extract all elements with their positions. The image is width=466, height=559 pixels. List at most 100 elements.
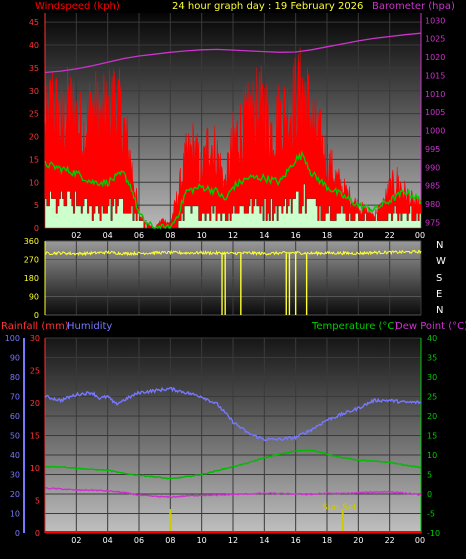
wind-tick-label: 25 — [29, 110, 39, 119]
wind-x-tick-label: 10 — [197, 231, 207, 240]
barometer-tick-label: 1000 — [425, 127, 445, 136]
wind-tick-label: 20 — [29, 133, 39, 142]
wind-x-tick-label: 20 — [353, 231, 363, 240]
barometer-tick-label: 975 — [425, 218, 440, 227]
rainfall-tick-label: 0 — [35, 529, 40, 538]
weather-x-tick-label: 14 — [259, 536, 269, 545]
compass-s: S — [436, 273, 443, 284]
barometer-tick-label: 990 — [425, 163, 440, 172]
wind-tick-label: 15 — [29, 155, 39, 164]
rainfall-tick-label: 15 — [30, 432, 40, 441]
barometer-tick-label: 1010 — [425, 90, 445, 99]
wind-tick-label: 0 — [34, 224, 39, 233]
barometer-axis-title: Barometer (hpa) — [372, 1, 455, 12]
wind-x-tick-label: 14 — [259, 231, 269, 240]
humidity-tick-label: 30 — [10, 471, 20, 480]
dewpoint-axis-title: Dew Point (°C) — [395, 321, 466, 332]
wind-tick-label: 5 — [34, 201, 39, 210]
humidity-tick-label: 0 — [15, 529, 20, 538]
humidity-axis-title: Humidity — [67, 321, 113, 332]
dewpoint-line — [44, 486, 422, 499]
direction-tick-label: 180 — [24, 274, 39, 283]
barometer-tick-label: 1025 — [425, 35, 445, 44]
direction-tick-label: 0 — [34, 311, 39, 320]
temperature-tick-label: -5 — [427, 510, 435, 519]
wind-x-tick-label: 16 — [291, 231, 301, 240]
humidity-tick-label: 90 — [10, 354, 20, 363]
weather-x-tick-label: 22 — [385, 536, 395, 545]
wind-x-tick-label: 02 — [71, 231, 81, 240]
rainfall-axis-title: Rainfall (mm) — [1, 321, 69, 332]
wind-tick-label: 35 — [29, 64, 39, 73]
weather-x-tick-label: 00 — [415, 536, 425, 545]
temperature-tick-label: 10 — [427, 451, 437, 460]
humidity-tick-label: 20 — [10, 490, 20, 499]
rainfall-tick-label: 30 — [30, 334, 40, 343]
compass-n-bottom: N — [436, 305, 444, 316]
wind-x-tick-label: 18 — [322, 231, 332, 240]
humidity-tick-label: 40 — [10, 451, 20, 460]
wind-tick-label: 45 — [29, 18, 39, 27]
wind-x-tick-label: 22 — [385, 231, 395, 240]
weather-x-tick-label: 12 — [228, 536, 238, 545]
humidity-tick-label: 100 — [5, 334, 20, 343]
humidity-line — [44, 386, 421, 442]
barometer-tick-label: 1015 — [425, 71, 445, 80]
wind-average-line — [44, 150, 422, 230]
barometer-tick-label: 1005 — [425, 108, 445, 117]
barometer-tick-label: 980 — [425, 200, 440, 209]
wind-x-tick-label: 12 — [228, 231, 238, 240]
wind-direction-line — [44, 249, 422, 257]
barometer-tick-label: 985 — [425, 182, 440, 191]
wind-light-area — [44, 183, 422, 229]
temperature-tick-label: 25 — [427, 393, 437, 402]
compass-n-top: N — [436, 240, 444, 251]
temperature-tick-label: -10 — [427, 529, 440, 538]
humidity-tick-label: 10 — [10, 510, 20, 519]
direction-tick-label: 360 — [24, 237, 39, 246]
temperature-tick-label: 30 — [427, 373, 437, 382]
humidity-tick-label: 70 — [10, 393, 20, 402]
temperature-tick-label: 5 — [427, 471, 432, 480]
rainfall-tick-label: 25 — [30, 367, 40, 376]
rainfall-tick-label: 20 — [30, 399, 40, 408]
weather-x-tick-label: 16 — [291, 536, 301, 545]
compass-e: E — [436, 289, 443, 300]
temperature-axis-title: Temperature (°C) — [312, 321, 399, 332]
wind-x-tick-label: 08 — [165, 231, 175, 240]
wind-gust-area — [44, 47, 422, 229]
chart-title: 24 hour graph day : 19 February 2026 — [172, 1, 364, 12]
sunset-label: Sun Set — [322, 503, 357, 513]
direction-tick-label: 90 — [29, 293, 39, 302]
temperature-tick-label: 15 — [427, 432, 437, 441]
barometer-tick-label: 1020 — [425, 53, 445, 62]
humidity-tick-label: 50 — [10, 432, 20, 441]
direction-tick-label: 270 — [24, 256, 39, 265]
temperature-tick-label: 35 — [427, 354, 437, 363]
weather-x-tick-label: 08 — [165, 536, 175, 545]
wind-tick-label: 10 — [29, 178, 39, 187]
weather-x-tick-label: 20 — [353, 536, 363, 545]
rainfall-tick-label: 5 — [35, 497, 40, 506]
compass-w: W — [436, 256, 446, 267]
humidity-tick-label: 60 — [10, 412, 20, 421]
barometer-line — [44, 32, 422, 74]
wind-tick-label: 40 — [29, 41, 39, 50]
weather-x-tick-label: 04 — [103, 536, 113, 545]
weather-x-tick-label: 18 — [322, 536, 332, 545]
wind-x-tick-label: 04 — [103, 231, 113, 240]
temperature-tick-label: 0 — [427, 490, 432, 499]
rainfall-tick-label: 10 — [30, 464, 40, 473]
windspeed-axis-title: Windspeed (kph) — [35, 1, 120, 12]
weather-x-tick-label: 02 — [71, 536, 81, 545]
weather-x-tick-label: 06 — [134, 536, 144, 545]
humidity-tick-label: 80 — [10, 373, 20, 382]
weather-x-tick-label: 10 — [197, 536, 207, 545]
barometer-tick-label: 1030 — [425, 16, 445, 25]
wind-tick-label: 30 — [29, 87, 39, 96]
temperature-tick-label: 20 — [427, 412, 437, 421]
wind-x-tick-label: 00 — [415, 231, 425, 240]
barometer-tick-label: 995 — [425, 145, 440, 154]
